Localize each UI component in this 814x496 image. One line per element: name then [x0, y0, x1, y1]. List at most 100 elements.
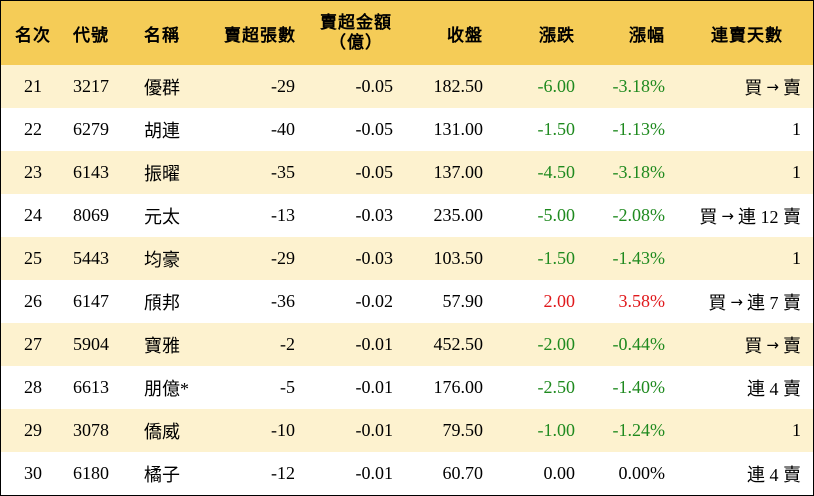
code-cell: 5904	[73, 334, 109, 354]
rank-cell: 28	[24, 377, 42, 397]
days-cell: 買 → 賣	[673, 323, 801, 366]
amount-cell: -0.01	[355, 377, 394, 397]
pct-cell: -3.18%	[612, 76, 666, 96]
change-cell: -2.00	[537, 334, 576, 354]
lots-cell: -10	[271, 420, 295, 440]
table-row: 23 6143 振曜 -35 -0.05 137.00 -4.50 -3.18%…	[1, 151, 813, 194]
close-cell: 57.90	[442, 291, 484, 311]
header-rank: 名次	[15, 25, 51, 45]
rank-cell: 30	[24, 463, 42, 483]
header-code: 代號	[73, 25, 109, 45]
days-suffix: 賣	[783, 335, 801, 356]
pct-cell: 0.00%	[618, 463, 666, 483]
days-cell: 連 4 賣	[673, 366, 801, 409]
header-row: 名次 代號 名稱 賣超張數 賣超金額 （億） 收盤 漲跌 漲幅 連賣天數	[1, 1, 813, 65]
amount-cell: -0.01	[355, 463, 394, 483]
days-suffix: 連 7 賣	[747, 292, 801, 313]
close-cell: 182.50	[433, 76, 484, 96]
amount-cell: -0.05	[355, 76, 394, 96]
code-cell: 6613	[73, 377, 109, 397]
lots-cell: -29	[271, 76, 295, 96]
lots-cell: -36	[271, 291, 295, 311]
days-cell: 連 4 賣	[673, 452, 801, 495]
close-cell: 176.00	[433, 377, 484, 397]
lots-cell: -12	[271, 463, 295, 483]
name-cell: 朋億*	[144, 378, 189, 399]
days-suffix: 連 4 賣	[747, 464, 801, 485]
change-cell: -2.50	[537, 377, 576, 397]
name-cell: 振曜	[144, 163, 180, 184]
days-prefix: 買	[699, 206, 718, 227]
header-change: 漲跌	[539, 25, 575, 45]
code-cell: 6143	[73, 162, 109, 182]
code-cell: 3217	[73, 76, 109, 96]
days-prefix: 買	[744, 77, 763, 98]
lots-cell: -13	[271, 205, 295, 225]
rank-cell: 29	[24, 420, 42, 440]
rank-cell: 27	[24, 334, 42, 354]
change-cell: -6.00	[537, 76, 576, 96]
days-cell: 買 → 連 12 賣	[673, 194, 801, 237]
table-row: 25 5443 均豪 -29 -0.03 103.50 -1.50 -1.43%…	[1, 237, 813, 280]
change-cell: -4.50	[537, 162, 576, 182]
amount-cell: -0.05	[355, 119, 394, 139]
change-cell: 2.00	[543, 291, 576, 311]
days-suffix: 連 4 賣	[747, 378, 801, 399]
days-cell: 買 → 賣	[673, 65, 801, 108]
change-cell: -1.50	[537, 248, 576, 268]
name-cell: 優群	[144, 77, 180, 98]
amount-cell: -0.05	[355, 162, 394, 182]
amount-cell: -0.03	[355, 248, 394, 268]
header-lots: 賣超張數	[224, 25, 296, 45]
lots-cell: -29	[271, 248, 295, 268]
pct-cell: 3.58%	[618, 291, 666, 311]
name-cell: 橘子	[144, 464, 180, 485]
header-days: 連賣天數	[711, 25, 783, 45]
arrow-right-icon: →	[766, 77, 779, 96]
table-row: 29 3078 僑威 -10 -0.01 79.50 -1.00 -1.24% …	[1, 409, 813, 452]
name-cell: 頎邦	[144, 292, 180, 313]
pct-cell: -1.13%	[612, 119, 666, 139]
code-cell: 5443	[73, 248, 109, 268]
header-amount-line2: （億）	[329, 33, 383, 52]
pct-cell: -1.24%	[612, 420, 666, 440]
arrow-right-icon: →	[721, 206, 734, 225]
days-suffix: 1	[792, 248, 801, 268]
code-cell: 8069	[73, 205, 109, 225]
table-row: 26 6147 頎邦 -36 -0.02 57.90 2.00 3.58% 買 →…	[1, 280, 813, 323]
days-suffix: 1	[792, 420, 801, 440]
amount-cell: -0.01	[355, 334, 394, 354]
days-suffix: 1	[792, 119, 801, 139]
days-suffix: 連 12 賣	[738, 206, 801, 227]
table-row: 21 3217 優群 -29 -0.05 182.50 -6.00 -3.18%…	[1, 65, 813, 108]
table-row: 24 8069 元太 -13 -0.03 235.00 -5.00 -2.08%…	[1, 194, 813, 237]
change-cell: -1.00	[537, 420, 576, 440]
header-amount-line1: 賣超金額	[320, 13, 392, 32]
rank-cell: 26	[24, 291, 42, 311]
change-cell: 0.00	[543, 463, 576, 483]
amount-cell: -0.01	[355, 420, 394, 440]
lots-cell: -2	[280, 334, 295, 354]
change-cell: -1.50	[537, 119, 576, 139]
days-cell: 買 → 連 7 賣	[673, 280, 801, 323]
lots-cell: -35	[271, 162, 295, 182]
lots-cell: -5	[280, 377, 295, 397]
close-cell: 103.50	[433, 248, 484, 268]
table-row: 27 5904 寶雅 -2 -0.01 452.50 -2.00 -0.44% …	[1, 323, 813, 366]
amount-cell: -0.02	[355, 291, 394, 311]
days-cell: 1	[673, 237, 801, 280]
days-suffix: 賣	[783, 77, 801, 98]
rank-cell: 23	[24, 162, 42, 182]
amount-cell: -0.03	[355, 205, 394, 225]
pct-cell: -0.44%	[612, 334, 666, 354]
days-cell: 1	[673, 151, 801, 194]
header-name: 名稱	[144, 25, 180, 45]
pct-cell: -1.40%	[612, 377, 666, 397]
close-cell: 79.50	[442, 420, 484, 440]
rank-cell: 25	[24, 248, 42, 268]
rank-cell: 21	[24, 76, 42, 96]
name-cell: 均豪	[144, 249, 180, 270]
pct-cell: -1.43%	[612, 248, 666, 268]
table-row: 30 6180 橘子 -12 -0.01 60.70 0.00 0.00% 連 …	[1, 452, 813, 495]
table-row: 22 6279 胡連 -40 -0.05 131.00 -1.50 -1.13%…	[1, 108, 813, 151]
